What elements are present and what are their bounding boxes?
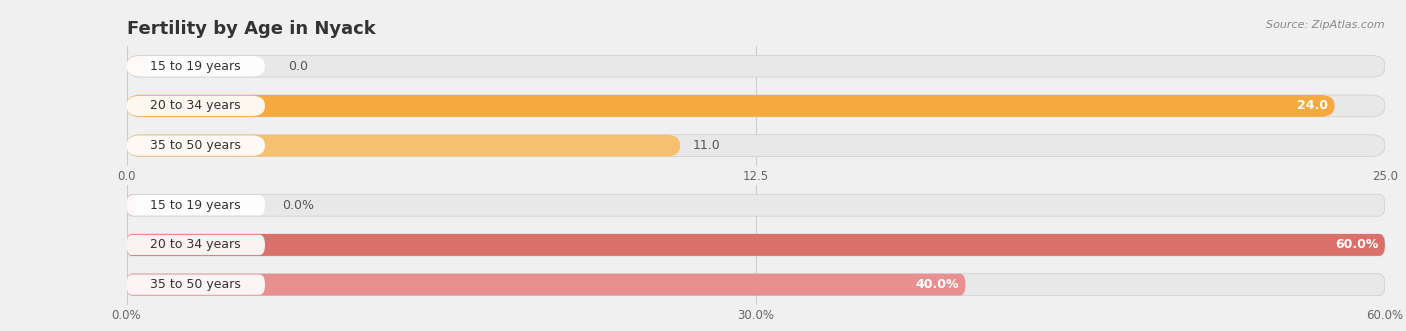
Text: 0.0%: 0.0%: [283, 199, 314, 212]
FancyBboxPatch shape: [127, 274, 1385, 296]
FancyBboxPatch shape: [127, 135, 264, 156]
FancyBboxPatch shape: [127, 135, 1385, 157]
FancyBboxPatch shape: [127, 234, 1385, 256]
Text: 60.0%: 60.0%: [1336, 238, 1379, 252]
Text: 20 to 34 years: 20 to 34 years: [150, 238, 240, 252]
Text: 15 to 19 years: 15 to 19 years: [150, 60, 240, 73]
FancyBboxPatch shape: [127, 274, 264, 295]
FancyBboxPatch shape: [127, 235, 264, 255]
Text: 0.0: 0.0: [288, 60, 309, 73]
Text: 35 to 50 years: 35 to 50 years: [150, 278, 242, 291]
Text: Source: ZipAtlas.com: Source: ZipAtlas.com: [1267, 20, 1385, 30]
FancyBboxPatch shape: [127, 95, 1334, 117]
FancyBboxPatch shape: [127, 194, 136, 216]
Text: 20 to 34 years: 20 to 34 years: [150, 99, 240, 113]
FancyBboxPatch shape: [127, 95, 1385, 117]
Text: 15 to 19 years: 15 to 19 years: [150, 199, 240, 212]
FancyBboxPatch shape: [127, 55, 149, 77]
FancyBboxPatch shape: [127, 96, 264, 116]
Text: 24.0: 24.0: [1298, 99, 1329, 113]
Text: 11.0: 11.0: [693, 139, 720, 152]
Text: 35 to 50 years: 35 to 50 years: [150, 139, 242, 152]
FancyBboxPatch shape: [127, 274, 966, 296]
FancyBboxPatch shape: [127, 56, 264, 76]
FancyBboxPatch shape: [127, 195, 264, 215]
FancyBboxPatch shape: [127, 234, 1385, 256]
FancyBboxPatch shape: [127, 55, 1385, 77]
Text: 40.0%: 40.0%: [915, 278, 959, 291]
Text: Fertility by Age in Nyack: Fertility by Age in Nyack: [127, 20, 375, 38]
FancyBboxPatch shape: [127, 194, 1385, 216]
FancyBboxPatch shape: [127, 135, 681, 157]
